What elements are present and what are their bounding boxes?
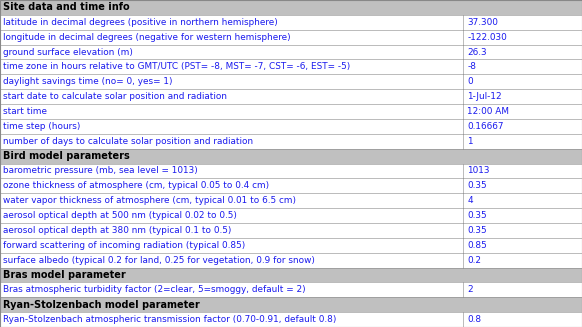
Bar [0, 267, 582, 283]
Bar [0, 178, 582, 193]
Text: longitude in decimal degrees (negative for western hemisphere): longitude in decimal degrees (negative f… [3, 33, 291, 42]
Text: Bird model parameters: Bird model parameters [3, 151, 130, 161]
Text: 1013: 1013 [467, 166, 490, 175]
Text: start date to calculate solar position and radiation: start date to calculate solar position a… [3, 92, 228, 101]
Text: 26.3: 26.3 [467, 47, 487, 57]
Text: 1-Jul-12: 1-Jul-12 [467, 92, 502, 101]
Bar [0, 30, 582, 44]
Text: water vapor thickness of atmosphere (cm, typical 0.01 to 6.5 cm): water vapor thickness of atmosphere (cm,… [3, 196, 296, 205]
Bar [0, 89, 582, 104]
Text: 2: 2 [467, 285, 473, 294]
Text: ground surface elevation (m): ground surface elevation (m) [3, 47, 133, 57]
Text: 0: 0 [467, 77, 473, 86]
Text: aerosol optical depth at 380 nm (typical 0.1 to 0.5): aerosol optical depth at 380 nm (typical… [3, 226, 232, 235]
Bar [0, 193, 582, 208]
Bar [0, 149, 582, 164]
Text: 0.35: 0.35 [467, 211, 487, 220]
Text: Bras atmospheric turbidity factor (2=clear, 5=smoggy, default = 2): Bras atmospheric turbidity factor (2=cle… [3, 285, 306, 294]
Text: 0.16667: 0.16667 [467, 122, 504, 131]
Text: daylight savings time (no= 0, yes= 1): daylight savings time (no= 0, yes= 1) [3, 77, 173, 86]
Text: 1: 1 [467, 137, 473, 146]
Text: 4: 4 [467, 196, 473, 205]
Text: forward scattering of incoming radiation (typical 0.85): forward scattering of incoming radiation… [3, 241, 246, 250]
Bar [0, 104, 582, 119]
Bar [0, 297, 582, 312]
Bar [0, 0, 582, 15]
Bar [0, 44, 582, 60]
Bar [0, 223, 582, 238]
Text: time zone in hours relative to GMT/UTC (PST= -8, MST= -7, CST= -6, EST= -5): time zone in hours relative to GMT/UTC (… [3, 62, 351, 71]
Bar [0, 164, 582, 178]
Text: ozone thickness of atmosphere (cm, typical 0.05 to 0.4 cm): ozone thickness of atmosphere (cm, typic… [3, 181, 269, 190]
Bar [0, 15, 582, 30]
Bar [0, 312, 582, 327]
Text: barometric pressure (mb, sea level = 1013): barometric pressure (mb, sea level = 101… [3, 166, 198, 175]
Text: -8: -8 [467, 62, 476, 71]
Bar [0, 134, 582, 149]
Bar [0, 119, 582, 134]
Text: -122.030: -122.030 [467, 33, 507, 42]
Text: 0.35: 0.35 [467, 181, 487, 190]
Text: start time: start time [3, 107, 48, 116]
Text: 37.300: 37.300 [467, 18, 498, 27]
Bar [0, 208, 582, 223]
Bar [0, 283, 582, 297]
Text: Ryan-Stolzenbach atmospheric transmission factor (0.70-0.91, default 0.8): Ryan-Stolzenbach atmospheric transmissio… [3, 315, 337, 324]
Bar [0, 253, 582, 267]
Text: Site data and time info: Site data and time info [3, 2, 130, 12]
Text: aerosol optical depth at 500 nm (typical 0.02 to 0.5): aerosol optical depth at 500 nm (typical… [3, 211, 237, 220]
Text: number of days to calculate solar position and radiation: number of days to calculate solar positi… [3, 137, 254, 146]
Bar [0, 60, 582, 74]
Text: 0.2: 0.2 [467, 256, 481, 265]
Text: 0.85: 0.85 [467, 241, 487, 250]
Bar [0, 74, 582, 89]
Bar [0, 238, 582, 253]
Text: 12:00 AM: 12:00 AM [467, 107, 509, 116]
Text: Ryan-Stolzenbach model parameter: Ryan-Stolzenbach model parameter [3, 300, 200, 310]
Text: 0.8: 0.8 [467, 315, 481, 324]
Text: 0.35: 0.35 [467, 226, 487, 235]
Text: surface albedo (typical 0.2 for land, 0.25 for vegetation, 0.9 for snow): surface albedo (typical 0.2 for land, 0.… [3, 256, 315, 265]
Text: latitude in decimal degrees (positive in northern hemisphere): latitude in decimal degrees (positive in… [3, 18, 278, 27]
Text: Bras model parameter: Bras model parameter [3, 270, 126, 280]
Text: time step (hours): time step (hours) [3, 122, 81, 131]
